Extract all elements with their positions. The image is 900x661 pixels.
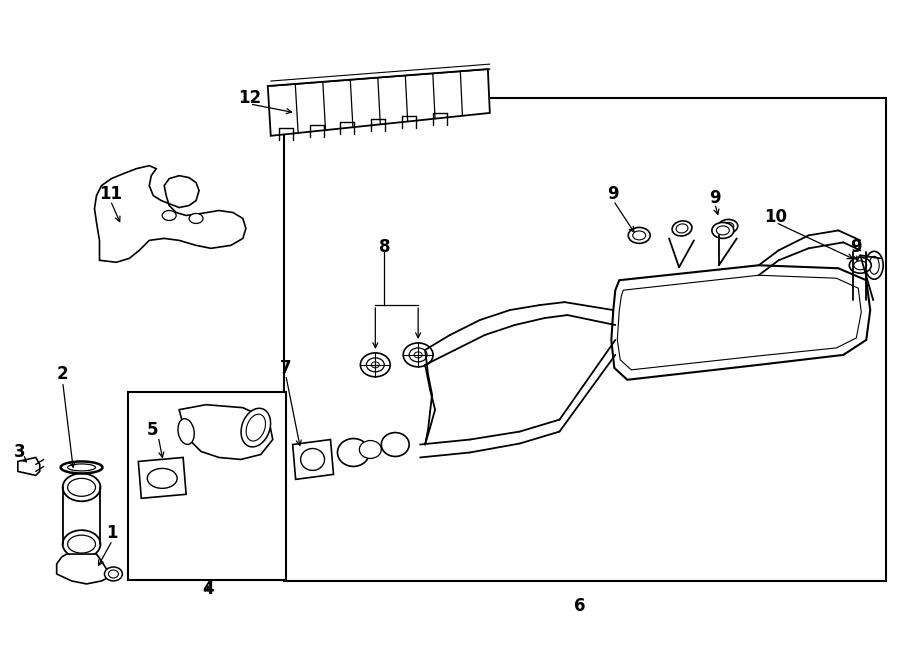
Text: 6: 6 <box>573 597 585 615</box>
Ellipse shape <box>63 530 101 558</box>
Ellipse shape <box>68 464 95 471</box>
Ellipse shape <box>162 210 176 221</box>
Text: 11: 11 <box>99 184 122 202</box>
Polygon shape <box>94 166 246 262</box>
Text: 7: 7 <box>280 359 292 377</box>
Ellipse shape <box>628 227 650 243</box>
Text: 1: 1 <box>107 524 118 542</box>
Ellipse shape <box>359 440 382 459</box>
Ellipse shape <box>301 449 325 471</box>
Text: 12: 12 <box>238 89 261 107</box>
Ellipse shape <box>382 432 410 457</box>
Ellipse shape <box>338 438 369 467</box>
Ellipse shape <box>68 479 95 496</box>
Ellipse shape <box>850 257 871 273</box>
Polygon shape <box>611 265 870 380</box>
Text: 8: 8 <box>379 239 390 256</box>
Ellipse shape <box>672 221 692 236</box>
Ellipse shape <box>410 348 427 362</box>
Text: 9: 9 <box>709 188 721 206</box>
Ellipse shape <box>403 343 433 367</box>
Ellipse shape <box>241 408 271 447</box>
Polygon shape <box>57 554 110 584</box>
Ellipse shape <box>148 469 177 488</box>
Ellipse shape <box>869 256 879 274</box>
Polygon shape <box>18 457 40 475</box>
Ellipse shape <box>414 352 422 358</box>
Text: 4: 4 <box>202 580 214 598</box>
Ellipse shape <box>712 223 733 239</box>
Polygon shape <box>179 405 273 459</box>
Ellipse shape <box>633 231 645 240</box>
Ellipse shape <box>854 261 867 270</box>
Ellipse shape <box>360 353 391 377</box>
Ellipse shape <box>372 362 379 368</box>
Ellipse shape <box>189 214 203 223</box>
Text: 5: 5 <box>147 420 158 439</box>
Ellipse shape <box>366 358 384 372</box>
Ellipse shape <box>60 461 103 473</box>
Ellipse shape <box>178 419 194 444</box>
Ellipse shape <box>104 567 122 581</box>
Polygon shape <box>292 440 334 479</box>
Ellipse shape <box>718 219 738 233</box>
Bar <box>129 392 285 580</box>
Text: 10: 10 <box>764 208 788 227</box>
Text: 3: 3 <box>14 444 25 461</box>
Polygon shape <box>617 275 861 370</box>
Ellipse shape <box>108 570 119 578</box>
Polygon shape <box>268 69 490 136</box>
Ellipse shape <box>63 473 101 501</box>
Ellipse shape <box>722 223 734 231</box>
Ellipse shape <box>676 224 688 233</box>
Text: 9: 9 <box>850 239 862 256</box>
Ellipse shape <box>716 226 729 235</box>
Text: 2: 2 <box>57 365 68 383</box>
Text: 9: 9 <box>608 184 619 202</box>
Polygon shape <box>139 457 186 498</box>
Ellipse shape <box>865 251 883 279</box>
Bar <box>284 98 886 581</box>
Ellipse shape <box>246 414 266 441</box>
Ellipse shape <box>68 535 95 553</box>
